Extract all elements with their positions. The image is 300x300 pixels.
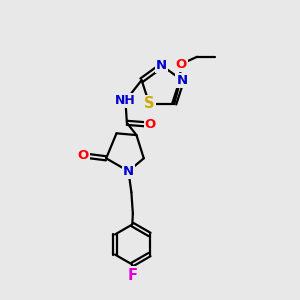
Text: NH: NH <box>115 94 136 107</box>
Text: N: N <box>156 59 167 72</box>
Text: O: O <box>145 118 156 131</box>
Text: F: F <box>127 268 137 283</box>
Text: N: N <box>176 74 188 87</box>
Text: O: O <box>78 149 89 163</box>
Text: O: O <box>176 58 187 70</box>
Text: N: N <box>123 165 134 178</box>
Text: S: S <box>144 96 154 111</box>
